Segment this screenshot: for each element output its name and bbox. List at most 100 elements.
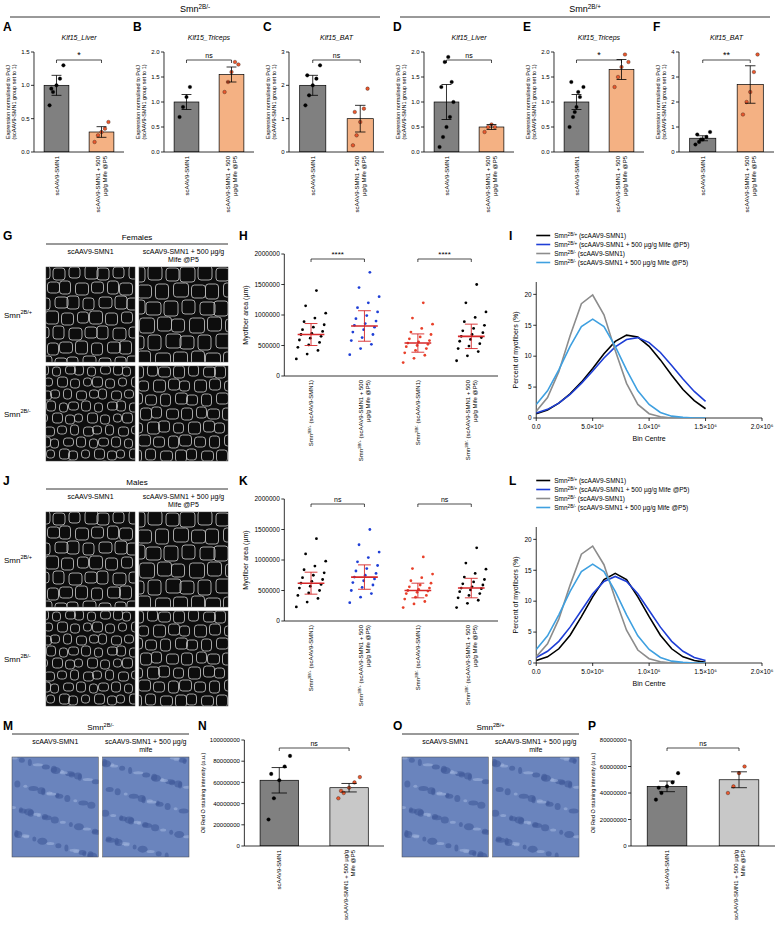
- tissue-texture: [51, 767, 61, 774]
- significance-label: **: [723, 50, 731, 60]
- text-run: 80000000: [600, 737, 627, 743]
- cell-outline: [154, 380, 166, 392]
- data-point: [313, 317, 316, 320]
- cell-outline: [139, 423, 143, 433]
- text-run: scAAV9-SMN1 + 500 µg/g: [143, 493, 225, 501]
- y-tick-label: 1.5: [151, 74, 160, 80]
- data-point: [708, 130, 712, 134]
- text-run: ns: [699, 740, 707, 747]
- cell-outline: [60, 648, 68, 657]
- panel-letter: I: [509, 229, 512, 243]
- panel-letter: H: [239, 229, 248, 243]
- cell-outline: [71, 425, 79, 435]
- data-point: [477, 350, 480, 353]
- cell-outline: [140, 318, 155, 333]
- data-point: [463, 320, 466, 323]
- y-axis-title: Percent of myofibers (%): [512, 311, 520, 388]
- data-point: [303, 568, 306, 571]
- cell-outline: [166, 334, 181, 348]
- significance-bracket: [703, 60, 751, 63]
- text-run: 1.0: [151, 99, 160, 105]
- x-tick-label: µg/g Mife @P5: [751, 155, 757, 196]
- text-run: 15: [525, 567, 533, 574]
- text-run: 5.0×10⁵: [581, 668, 604, 675]
- x-tick-label: scAAV9-SMN1 + 500: [485, 155, 491, 212]
- image-ground: [12, 757, 99, 857]
- data-point: [405, 592, 408, 595]
- cell-outline: [187, 449, 197, 460]
- cell-outline: [66, 660, 75, 669]
- tissue-texture: [546, 851, 552, 856]
- data-point: [481, 331, 484, 334]
- cell-outline: [97, 513, 109, 525]
- cell-outline: [139, 336, 144, 349]
- text-run: 100000000: [210, 737, 241, 743]
- y-tick: [676, 77, 679, 78]
- cell-outline: [66, 415, 75, 424]
- cell-outline: [174, 597, 188, 607]
- data-point: [485, 568, 488, 571]
- cell-outline: [47, 695, 55, 703]
- text-run: 20: [525, 291, 533, 298]
- cell-outline: [146, 547, 161, 560]
- image-frame: [139, 366, 228, 461]
- cell-outline: [67, 602, 78, 607]
- cell-outline: [90, 635, 99, 643]
- tissue-texture: [119, 766, 125, 771]
- cell-outline: [95, 694, 105, 704]
- x-tick-label: µg/g Mife @P5: [232, 155, 238, 196]
- text-run: 2: [671, 99, 675, 105]
- cell-outline: [159, 421, 170, 432]
- tissue-texture: [37, 814, 41, 817]
- y-tick: [161, 102, 164, 103]
- y-tick: [676, 102, 679, 103]
- y-axis-title: (scAAV9-SMN1 group set to 1): [531, 64, 537, 139]
- cell-outline: [139, 300, 145, 314]
- cell-outline: [192, 530, 206, 543]
- tissue-texture: [500, 764, 508, 767]
- cell-outline: [146, 449, 156, 460]
- line-series: [536, 573, 705, 662]
- cell-outline: [187, 640, 198, 650]
- y-tick-label: 0.5: [411, 124, 420, 130]
- tissue-texture: [55, 794, 63, 799]
- legend-swatch: [536, 489, 550, 491]
- text-run: Smn: [554, 232, 568, 239]
- data-point: [455, 606, 458, 609]
- bar: [647, 786, 687, 846]
- data-point: [355, 570, 358, 573]
- cell-outline: [159, 666, 170, 677]
- text-run: 0: [237, 843, 241, 849]
- tissue-texture: [142, 772, 150, 777]
- cell-outline: [84, 427, 94, 436]
- data-point: [317, 349, 320, 352]
- data-point: [420, 576, 423, 579]
- data-point: [576, 90, 580, 94]
- x-tick-label: scAAV9-SMN1: [700, 155, 706, 195]
- text-run: Bin Centre: [633, 435, 666, 442]
- data-point: [477, 599, 480, 602]
- text-run: 1.5×10⁶: [694, 668, 717, 675]
- panel-letter: L: [509, 474, 516, 488]
- tissue-texture: [496, 787, 504, 792]
- y-tick-label: 10: [525, 597, 533, 604]
- cell-outline: [46, 682, 51, 692]
- text-run: 0.0: [21, 149, 30, 155]
- cell-outline: [120, 528, 133, 540]
- cell-outline: [172, 564, 185, 577]
- data-point: [743, 765, 747, 769]
- text-run: scAAV9-SMN1: [67, 248, 113, 255]
- cell-outline: [161, 639, 171, 651]
- data-point: [337, 797, 341, 801]
- panel-letter: D: [393, 20, 402, 34]
- data-point: [481, 584, 484, 587]
- tissue-texture: [119, 816, 127, 821]
- x-tick: [762, 418, 763, 421]
- image: [46, 366, 135, 461]
- cell-outline: [139, 512, 145, 527]
- cell-outline: [46, 556, 59, 569]
- cell-outline: [93, 622, 103, 632]
- tissue-texture: [445, 794, 453, 799]
- tissue-texture: [28, 786, 38, 791]
- panel: EExpression normalised to PolJ(scAAV9-SM…: [523, 20, 644, 212]
